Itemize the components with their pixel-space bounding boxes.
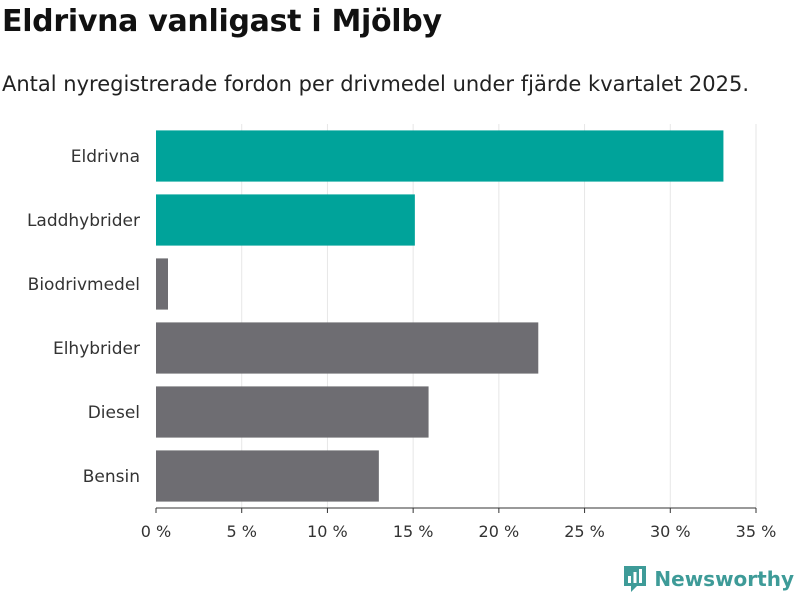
- category-label: Eldrivna: [71, 147, 140, 167]
- chart-title: Eldrivna vanligast i Mjölby: [2, 4, 442, 39]
- bar-laddhybrider: [156, 194, 415, 246]
- category-label: Biodrivmedel: [28, 275, 140, 295]
- x-tick-label: 25 %: [564, 522, 605, 541]
- bars: [156, 130, 724, 502]
- x-axis: [155, 507, 757, 513]
- category-label: Laddhybrider: [27, 211, 140, 231]
- x-tick-label: 15 %: [393, 522, 434, 541]
- brand-logo: Newsworthy: [622, 564, 794, 594]
- x-tick-label: 30 %: [650, 522, 691, 541]
- x-tick-label: 0 %: [141, 522, 171, 541]
- chart-subtitle: Antal nyregistrerade fordon per drivmede…: [2, 72, 750, 96]
- category-labels: Eldrivna Laddhybrider Biodrivmedel Elhybrid…: [27, 147, 140, 487]
- bar-diesel: [156, 386, 429, 438]
- bar-elhybrider: [156, 322, 539, 374]
- x-tick-labels: 0 % 5 % 10 % 15 % 20 % 25 % 30 % 35 %: [141, 522, 777, 541]
- newsworthy-logo-icon: [624, 566, 647, 592]
- category-label: Diesel: [88, 403, 140, 423]
- bar-eldrivna: [156, 130, 724, 182]
- category-label: Bensin: [83, 467, 140, 487]
- gridlines: [241, 124, 757, 508]
- bar-bensin: [156, 450, 379, 502]
- x-tick-label: 20 %: [479, 522, 520, 541]
- brand-name: Newsworthy: [654, 567, 794, 591]
- x-tick-label: 5 %: [226, 522, 256, 541]
- x-tick-label: 35 %: [736, 522, 777, 541]
- bar-biodrivmedel: [156, 258, 168, 310]
- category-label: Elhybrider: [53, 339, 140, 359]
- x-tick-label: 10 %: [307, 522, 348, 541]
